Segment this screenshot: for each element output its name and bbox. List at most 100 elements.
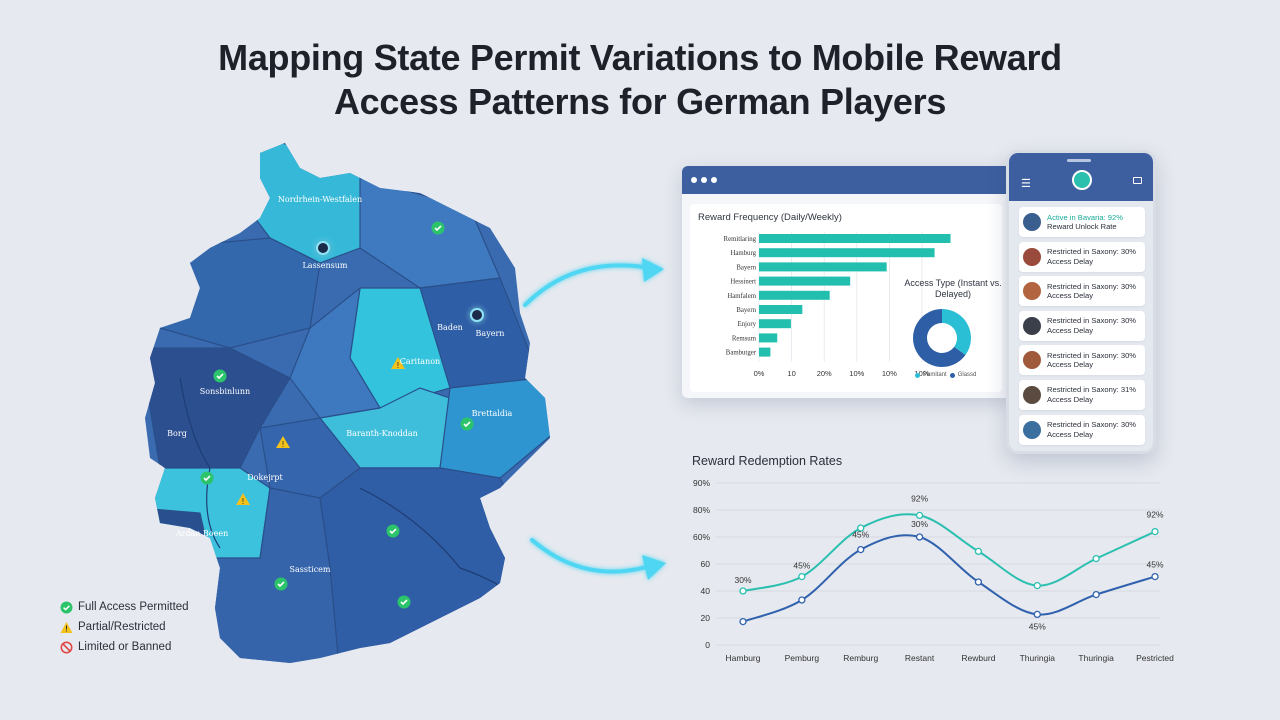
y-tick-label: 80% <box>693 505 710 515</box>
data-point <box>798 596 806 604</box>
y-tick-label: 60% <box>693 532 710 542</box>
donut-slice <box>913 309 966 367</box>
bar-category-label: Hamfalem <box>727 293 756 300</box>
list-item[interactable]: Restricted in Saxony: 30% Access Delay <box>1019 310 1145 341</box>
list-item-title: Restricted in Saxony: 30% <box>1047 281 1137 291</box>
bar-category-label: Bayern <box>736 307 756 314</box>
data-point <box>857 524 865 532</box>
check-circle-icon <box>386 524 400 538</box>
check-circle-icon <box>274 577 288 591</box>
avatar <box>1023 213 1041 231</box>
y-tick-label: 60 <box>701 559 711 569</box>
page-title: Mapping State Permit Variations to Mobil… <box>0 36 1280 124</box>
x-tick-label: Pemburg <box>785 653 820 663</box>
map-pin-icon <box>316 241 330 255</box>
list-item-subtitle: Reward Unlock Rate <box>1047 222 1117 231</box>
check-circle-icon <box>397 595 411 609</box>
list-item[interactable]: Restricted in Saxony: 31% Access Delay <box>1019 379 1145 410</box>
data-point <box>857 545 865 554</box>
y-tick-label: 40 <box>701 586 711 596</box>
y-tick-label: 0 <box>705 640 710 650</box>
donut-legend-label: Pamitant <box>923 372 947 378</box>
list-item-title: Restricted in Saxony: 30% <box>1047 247 1137 257</box>
data-point <box>739 587 747 595</box>
map-pin-icon <box>470 308 484 322</box>
avatar <box>1023 420 1041 439</box>
data-point <box>1151 572 1159 581</box>
list-item[interactable]: Restricted in Saxony: 30% Access Delay <box>1019 414 1145 445</box>
data-point <box>974 547 983 556</box>
title-line-2: Access Patterns for German Players <box>333 81 947 122</box>
x-tick-label: Pestricted <box>1136 653 1174 663</box>
list-item-title: Restricted in Saxony: 31% <box>1047 385 1137 395</box>
map-label: Caritanon <box>400 357 440 366</box>
bar-category-label: Hessinert <box>730 279 756 286</box>
donut-title: Access Type (Instant vs. Delayed) <box>904 278 1002 299</box>
window-dot-icon[interactable] <box>701 177 707 183</box>
check-circle-icon <box>431 221 445 235</box>
map-label: Dokejrpt <box>247 473 283 482</box>
legend-label: Partial/Restricted <box>78 621 166 633</box>
x-tick-label: Restant <box>905 653 935 663</box>
data-label: 45% <box>793 561 810 571</box>
data-point <box>739 617 747 626</box>
bar-category-label: Enjory <box>738 321 757 328</box>
bar <box>759 347 771 357</box>
bar-category-label: Remsum <box>732 335 757 342</box>
legend-item-banned: Limited or Banned <box>60 637 189 657</box>
warning-icon: ! <box>236 493 250 506</box>
reward-frequency-card: Reward Frequency (Daily/Weekly) 0% 10 20% 1… <box>690 204 1002 392</box>
window-dot-icon[interactable] <box>711 177 717 183</box>
map-legend: Full Access Permitted Partial/Restricted… <box>60 597 189 657</box>
list-item[interactable]: Active in Bavaria: 92% Reward Unlock Rate <box>1019 207 1145 237</box>
title-line-1: Mapping State Permit Variations to Mobil… <box>218 37 1062 78</box>
check-circle-icon <box>213 369 227 383</box>
bar <box>759 319 791 329</box>
menu-icon[interactable]: ☰ <box>1021 178 1031 190</box>
map-label: Sonsbinlunn <box>200 387 250 396</box>
list-item-title: Restricted in Saxony: 30% <box>1047 420 1137 430</box>
list-item-subtitle: Access Delay <box>1047 325 1094 335</box>
x-tick-label: 10% <box>849 369 864 378</box>
x-tick-label: Rewburd <box>961 653 995 663</box>
map-label: Brettaldia <box>472 409 513 418</box>
avatar <box>1023 282 1041 301</box>
legend-label: Full Access Permitted <box>78 601 189 613</box>
x-tick-label: Thuringia <box>1020 653 1056 663</box>
phone-list: Active in Bavaria: 92% Reward Unlock Rate… <box>1009 201 1153 445</box>
warning-icon: ! <box>391 357 405 370</box>
list-item[interactable]: Restricted in Saxony: 30% Access Delay <box>1019 241 1145 272</box>
list-item[interactable]: Restricted in Saxony: 30% Access Delay <box>1019 276 1145 307</box>
data-point <box>1092 590 1100 599</box>
x-tick-label: Thuringia <box>1078 653 1114 663</box>
map-label: Lassensum <box>302 261 347 270</box>
data-point <box>1151 527 1159 536</box>
donut-legend: Pamitant Glassd <box>912 372 976 378</box>
avatar[interactable] <box>1072 170 1092 190</box>
svg-text:!: ! <box>281 440 284 449</box>
window-dot-icon[interactable] <box>691 177 697 183</box>
map-label: Baden <box>437 323 463 332</box>
list-item-subtitle: Access Delay <box>1047 360 1094 370</box>
message-icon[interactable] <box>1133 177 1142 184</box>
avatar <box>1023 247 1041 266</box>
avatar <box>1023 385 1041 404</box>
bar-category-label: Remitlaring <box>724 236 757 243</box>
warning-icon: ! <box>276 436 290 449</box>
y-tick-label: 90% <box>693 478 710 488</box>
bar <box>759 290 830 300</box>
donut-slice <box>941 309 971 356</box>
data-label: 45% <box>852 530 869 540</box>
bar <box>759 276 851 286</box>
list-item[interactable]: Restricted in Saxony: 30% Access Delay <box>1019 345 1145 376</box>
data-label: 30% <box>734 575 751 585</box>
line-chart-title: Reward Redemption Rates <box>692 454 843 468</box>
dashboard-window: Reward Frequency (Daily/Weekly) 0% 10 20% 1… <box>682 166 1012 398</box>
map-label: Sassticem <box>289 565 330 574</box>
bar <box>759 305 803 314</box>
window-titlebar <box>682 166 1012 194</box>
avatar <box>1023 316 1041 335</box>
data-label: 92% <box>1146 510 1163 520</box>
data-point <box>974 578 983 586</box>
map-label: Bayern <box>476 329 505 338</box>
